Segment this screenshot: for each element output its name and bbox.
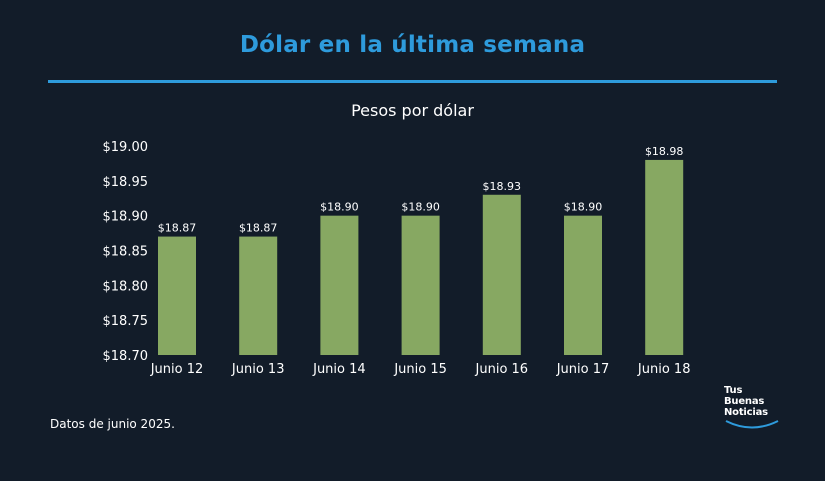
bar-data-label: $18.90 xyxy=(564,201,603,214)
x-tick-label: Junio 14 xyxy=(312,362,366,377)
bar-chart: $19.00 $18.95 $18.90 $18.85 $18.80 $18.75 $18.… xyxy=(103,140,691,377)
x-tick-label: Junio 15 xyxy=(393,362,447,377)
x-tick-label: Junio 12 xyxy=(150,362,204,377)
chart-subtitle: Pesos por dólar xyxy=(351,101,474,120)
bar xyxy=(158,236,196,355)
x-tick-label: Junio 18 xyxy=(637,362,691,377)
logo-smile-icon xyxy=(725,420,779,429)
y-tick-label: $18.95 xyxy=(103,175,149,190)
bar-data-label: $18.90 xyxy=(320,201,359,214)
bar-data-label: $18.87 xyxy=(239,222,278,235)
y-tick-label: $18.75 xyxy=(103,314,149,329)
y-tick-label: $18.70 xyxy=(103,349,149,364)
x-tick-label: Junio 17 xyxy=(556,362,610,377)
bar-data-label: $18.87 xyxy=(158,222,197,235)
logo-text-line-1: Tus xyxy=(724,385,743,396)
page-title: Dólar en la última semana xyxy=(239,32,586,58)
bar xyxy=(645,159,684,355)
footnote: Datos de junio 2025. xyxy=(50,417,175,431)
y-tick-label: $18.80 xyxy=(103,279,149,294)
logo-text-line-3: Noticias xyxy=(724,407,768,418)
bar xyxy=(564,215,602,355)
bar-data-label: $18.93 xyxy=(483,180,522,193)
x-tick-label: Junio 16 xyxy=(475,362,529,377)
brand-logo: Tus Buenas Noticias xyxy=(724,385,784,435)
y-tick-label: $18.85 xyxy=(103,245,149,260)
bar-data-label: $18.90 xyxy=(401,201,440,214)
bar xyxy=(320,215,359,355)
bar xyxy=(239,236,278,355)
logo-text-line-2: Buenas xyxy=(724,396,765,407)
bar xyxy=(482,194,521,355)
x-tick-label: Junio 13 xyxy=(231,362,285,377)
bar xyxy=(401,215,440,355)
bar-data-label: $18.98 xyxy=(645,145,684,158)
y-tick-label: $19.00 xyxy=(103,140,149,155)
y-tick-label: $18.90 xyxy=(103,210,149,225)
title-divider xyxy=(48,80,777,83)
